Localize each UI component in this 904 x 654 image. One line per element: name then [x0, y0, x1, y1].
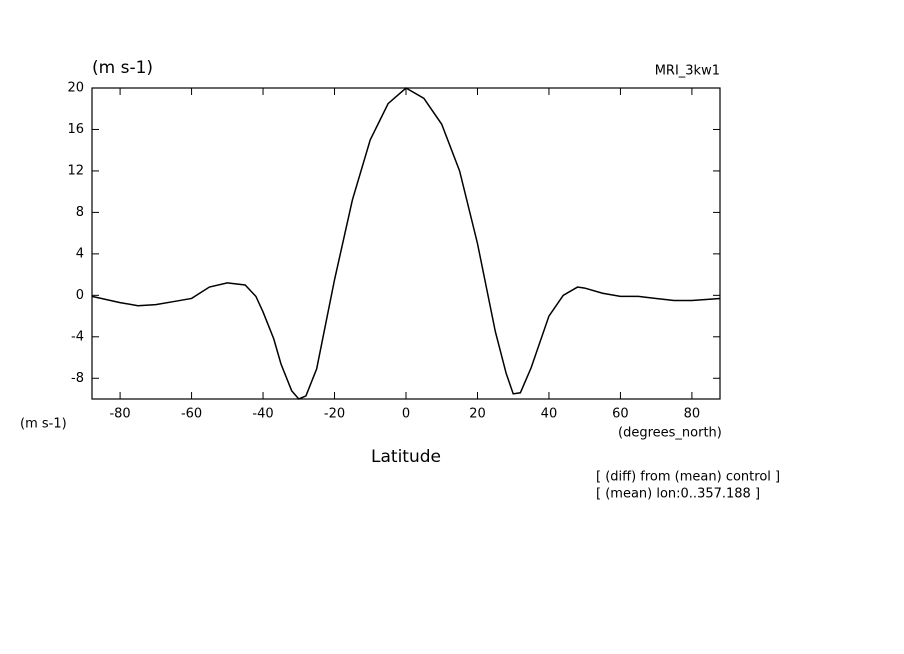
y-tick-label: 0: [76, 288, 84, 303]
plot-frame: [91, 87, 721, 400]
y-tick-label: 4: [76, 246, 84, 261]
annotation: [ (diff) from (mean) control ]: [596, 470, 780, 485]
y-tick-label: -8: [71, 371, 84, 386]
y-tick-label: 16: [67, 122, 84, 137]
x-tick-label: 40: [541, 407, 558, 422]
y-tick-label: 12: [67, 163, 84, 178]
y-tick-label: -4: [71, 329, 84, 344]
y-units: (m s-1): [20, 417, 67, 432]
annotation: [ (mean) lon:0..357.188 ]: [596, 487, 760, 502]
data-line: [91, 87, 721, 400]
x-tick-label: 0: [402, 407, 410, 422]
x-tick-label: -40: [252, 407, 273, 422]
x-tick-label: -80: [109, 407, 130, 422]
x-tick-label: 20: [469, 407, 486, 422]
chart-title: (m s-1): [92, 58, 153, 78]
x-tick-label: -60: [181, 407, 202, 422]
y-tick-label: 20: [67, 81, 84, 96]
x-tick-label: -20: [324, 407, 345, 422]
y-tick-label: 8: [76, 205, 84, 220]
x-units: (degrees_north): [618, 426, 722, 441]
x-axis-label: Latitude: [371, 447, 441, 467]
x-tick-label: 80: [684, 407, 701, 422]
model-label: MRI_3kw1: [655, 64, 720, 79]
x-tick-label: 60: [612, 407, 629, 422]
